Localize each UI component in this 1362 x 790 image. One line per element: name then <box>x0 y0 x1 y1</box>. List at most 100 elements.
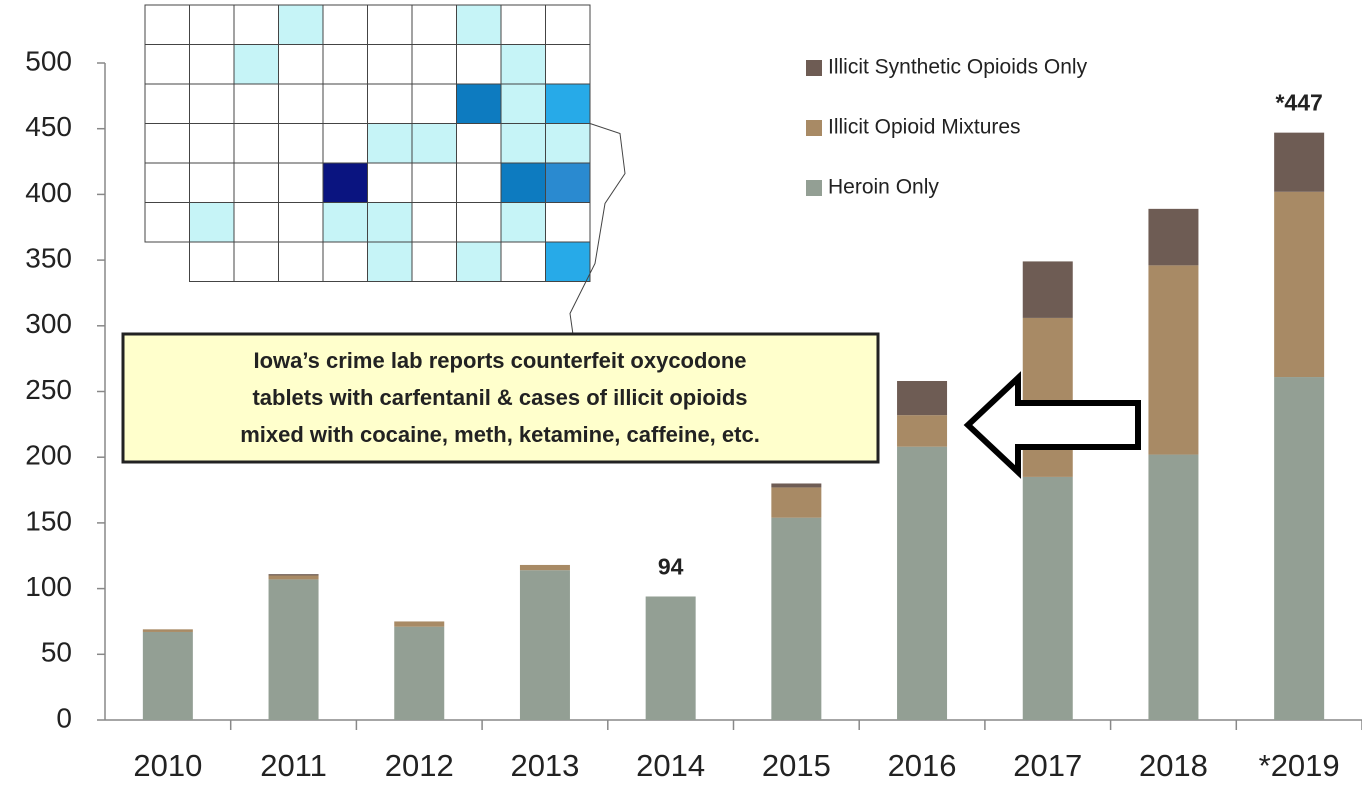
county <box>233 44 279 85</box>
county <box>144 202 190 243</box>
x-tick-label: 2016 <box>888 748 957 783</box>
county <box>233 241 279 282</box>
county <box>545 83 591 124</box>
county <box>367 44 413 85</box>
callout-line: mixed with cocaine, meth, ketamine, caff… <box>240 422 760 447</box>
county <box>411 162 457 203</box>
county <box>278 241 324 282</box>
x-tick-label: *2019 <box>1259 748 1340 783</box>
bar-segment <box>771 483 822 488</box>
bar-segment <box>1022 261 1073 318</box>
callout-line: Iowa’s crime lab reports counterfeit oxy… <box>253 348 746 373</box>
county <box>233 83 279 124</box>
county <box>500 4 546 45</box>
bar-segment <box>771 517 822 720</box>
county <box>500 202 546 243</box>
county <box>278 44 324 85</box>
x-tick-label: 2013 <box>510 748 579 783</box>
plot: 0 50 100 150 200 250 300 350 400 450 500 2010 2011 20… <box>25 45 1362 783</box>
county <box>322 44 368 85</box>
legend-swatch <box>806 60 822 76</box>
arrow <box>963 371 1141 479</box>
county <box>233 4 279 45</box>
county <box>367 241 413 282</box>
county <box>500 162 546 203</box>
x-tick-label: 2017 <box>1013 748 1082 783</box>
bar-segment <box>1274 132 1325 192</box>
county <box>278 162 324 203</box>
bar-segment <box>897 446 948 720</box>
bar-segment <box>268 575 319 580</box>
bar-segment <box>1022 476 1073 720</box>
county <box>278 202 324 243</box>
bar-segment <box>1148 265 1199 455</box>
legend-label: Heroin Only <box>828 176 939 199</box>
county <box>411 241 457 282</box>
y-tick-label: 500 <box>25 45 72 76</box>
county <box>456 202 502 243</box>
county <box>411 83 457 124</box>
bar-segment <box>142 629 193 632</box>
county <box>456 44 502 85</box>
county <box>144 123 190 164</box>
callout-line: tablets with carfentanil & cases of illi… <box>252 385 747 410</box>
county <box>189 44 235 85</box>
county <box>456 241 502 282</box>
legend-label: Illicit Synthetic Opioids Only <box>828 56 1088 79</box>
iowa-map <box>144 4 626 354</box>
county <box>545 123 591 164</box>
bar-segment <box>268 579 319 720</box>
county <box>233 162 279 203</box>
bar-segment <box>897 380 948 416</box>
county <box>322 202 368 243</box>
county <box>500 44 546 85</box>
county <box>322 83 368 124</box>
y-tick-label: 0 <box>56 702 72 733</box>
bar-segment <box>771 487 822 518</box>
county <box>367 4 413 45</box>
county <box>144 4 190 45</box>
county <box>367 162 413 203</box>
bar-segment <box>394 626 445 720</box>
county <box>322 241 368 282</box>
county <box>144 44 190 85</box>
data-label: 94 <box>658 554 684 580</box>
x-tick-label: 2015 <box>762 748 831 783</box>
bar-segment <box>268 574 319 576</box>
y-tick-label: 350 <box>25 242 72 273</box>
county <box>233 123 279 164</box>
county <box>545 4 591 45</box>
y-tick-label: 450 <box>25 111 72 142</box>
legend-swatch <box>806 120 822 136</box>
bar-segment <box>897 415 948 447</box>
y-tick-label: 400 <box>25 177 72 208</box>
bar-segment <box>519 564 570 571</box>
y-tick-label: 150 <box>25 505 72 536</box>
bar-segment <box>645 596 696 720</box>
county <box>367 123 413 164</box>
county <box>456 4 502 45</box>
county <box>189 241 235 282</box>
legend-swatch <box>806 180 822 196</box>
y-tick-label: 50 <box>41 637 72 668</box>
county <box>456 83 502 124</box>
county <box>411 4 457 45</box>
county <box>278 123 324 164</box>
x-tick-label: 2018 <box>1139 748 1208 783</box>
county <box>500 83 546 124</box>
bar-segment <box>1022 317 1073 477</box>
bar-segment <box>394 621 445 627</box>
county <box>189 162 235 203</box>
county <box>367 83 413 124</box>
county <box>545 241 591 282</box>
x-tick-label: 2011 <box>260 748 327 783</box>
x-tick-label: 2010 <box>133 748 202 783</box>
county <box>322 162 368 203</box>
county <box>144 162 190 203</box>
bar-segment <box>1274 191 1325 378</box>
county <box>456 162 502 203</box>
y-tick-label: 100 <box>25 571 72 602</box>
county <box>144 83 190 124</box>
county <box>500 123 546 164</box>
